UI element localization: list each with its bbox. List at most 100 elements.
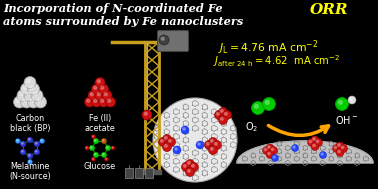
Circle shape — [313, 144, 315, 147]
Text: Incorporation of N-coordinated Fe: Incorporation of N-coordinated Fe — [3, 3, 223, 14]
Circle shape — [268, 146, 270, 148]
Circle shape — [181, 126, 189, 134]
Circle shape — [350, 98, 352, 100]
Circle shape — [166, 138, 175, 146]
Circle shape — [314, 139, 322, 146]
Circle shape — [209, 138, 217, 146]
Circle shape — [321, 153, 323, 155]
Circle shape — [107, 146, 108, 148]
Text: Carbon
black (BP): Carbon black (BP) — [10, 114, 50, 133]
FancyBboxPatch shape — [158, 30, 189, 51]
Circle shape — [41, 140, 42, 141]
Circle shape — [271, 154, 279, 161]
FancyBboxPatch shape — [135, 168, 143, 178]
Text: Fe (II)
acetate: Fe (II) acetate — [85, 114, 115, 133]
Circle shape — [164, 136, 167, 139]
Circle shape — [112, 147, 113, 148]
Circle shape — [102, 91, 112, 101]
Circle shape — [211, 148, 213, 150]
Circle shape — [338, 100, 342, 104]
Circle shape — [17, 90, 29, 101]
Circle shape — [319, 152, 327, 159]
Circle shape — [169, 139, 171, 142]
Circle shape — [28, 96, 39, 108]
Circle shape — [220, 118, 223, 120]
Circle shape — [339, 145, 347, 153]
Circle shape — [86, 147, 87, 148]
Circle shape — [93, 138, 99, 144]
Circle shape — [104, 93, 107, 96]
Circle shape — [85, 97, 94, 107]
Circle shape — [28, 138, 30, 140]
Circle shape — [102, 139, 104, 141]
Circle shape — [311, 143, 319, 150]
Circle shape — [223, 111, 231, 119]
Circle shape — [186, 160, 195, 169]
Circle shape — [14, 96, 25, 108]
Circle shape — [164, 145, 167, 147]
Text: O$_2$: O$_2$ — [245, 120, 259, 134]
Circle shape — [211, 139, 213, 142]
Circle shape — [218, 108, 228, 116]
Circle shape — [333, 145, 341, 153]
Text: ORR: ORR — [310, 3, 349, 17]
Circle shape — [262, 146, 271, 154]
Circle shape — [265, 100, 269, 104]
FancyBboxPatch shape — [125, 168, 133, 178]
Circle shape — [196, 141, 204, 149]
Text: Glucose: Glucose — [84, 162, 116, 171]
Text: $\mathit{J}_{\rm L} = 4.76\ \rm{mA\ cm}^{-2}$: $\mathit{J}_{\rm L} = 4.76\ \rm{mA\ cm}^… — [218, 38, 318, 57]
Circle shape — [30, 99, 34, 102]
Circle shape — [20, 141, 26, 147]
Circle shape — [97, 93, 100, 96]
Circle shape — [92, 158, 94, 159]
Circle shape — [341, 146, 344, 149]
Circle shape — [268, 152, 270, 155]
Circle shape — [37, 99, 41, 102]
Circle shape — [95, 91, 105, 101]
Circle shape — [88, 91, 98, 101]
Circle shape — [111, 146, 115, 150]
Text: atoms surrounded by Fe nanoclusters: atoms surrounded by Fe nanoclusters — [3, 16, 243, 27]
Circle shape — [104, 157, 108, 161]
Circle shape — [336, 149, 344, 156]
Circle shape — [20, 149, 26, 155]
Circle shape — [16, 99, 20, 102]
Circle shape — [102, 153, 104, 155]
Circle shape — [161, 37, 164, 40]
Circle shape — [90, 146, 92, 148]
Circle shape — [144, 112, 147, 115]
Circle shape — [254, 105, 258, 108]
Polygon shape — [237, 141, 373, 163]
Circle shape — [206, 143, 209, 145]
Circle shape — [20, 96, 33, 108]
Circle shape — [251, 101, 265, 115]
Circle shape — [348, 96, 356, 104]
Circle shape — [192, 165, 194, 167]
Circle shape — [34, 141, 40, 147]
Circle shape — [28, 83, 39, 95]
Text: $\mathit{J}_{\rm after\ 24\ h} = 4.62\ \ \rm{mA\ cm}^{-2}$: $\mathit{J}_{\rm after\ 24\ h} = 4.62\ \… — [213, 53, 340, 69]
Circle shape — [29, 161, 30, 162]
Circle shape — [87, 99, 90, 102]
Circle shape — [108, 99, 111, 102]
Circle shape — [105, 145, 111, 151]
Circle shape — [293, 146, 295, 148]
Circle shape — [181, 163, 191, 171]
Circle shape — [24, 90, 36, 101]
Circle shape — [20, 83, 33, 95]
Circle shape — [338, 150, 340, 153]
Circle shape — [40, 139, 45, 143]
Circle shape — [85, 146, 89, 150]
Circle shape — [186, 167, 195, 177]
Circle shape — [291, 145, 299, 152]
Circle shape — [159, 35, 169, 45]
Circle shape — [93, 152, 99, 158]
Circle shape — [27, 137, 33, 143]
Circle shape — [101, 152, 107, 158]
Circle shape — [264, 148, 267, 151]
Circle shape — [89, 145, 95, 151]
Circle shape — [262, 98, 276, 111]
Circle shape — [20, 92, 23, 96]
Circle shape — [316, 140, 319, 143]
